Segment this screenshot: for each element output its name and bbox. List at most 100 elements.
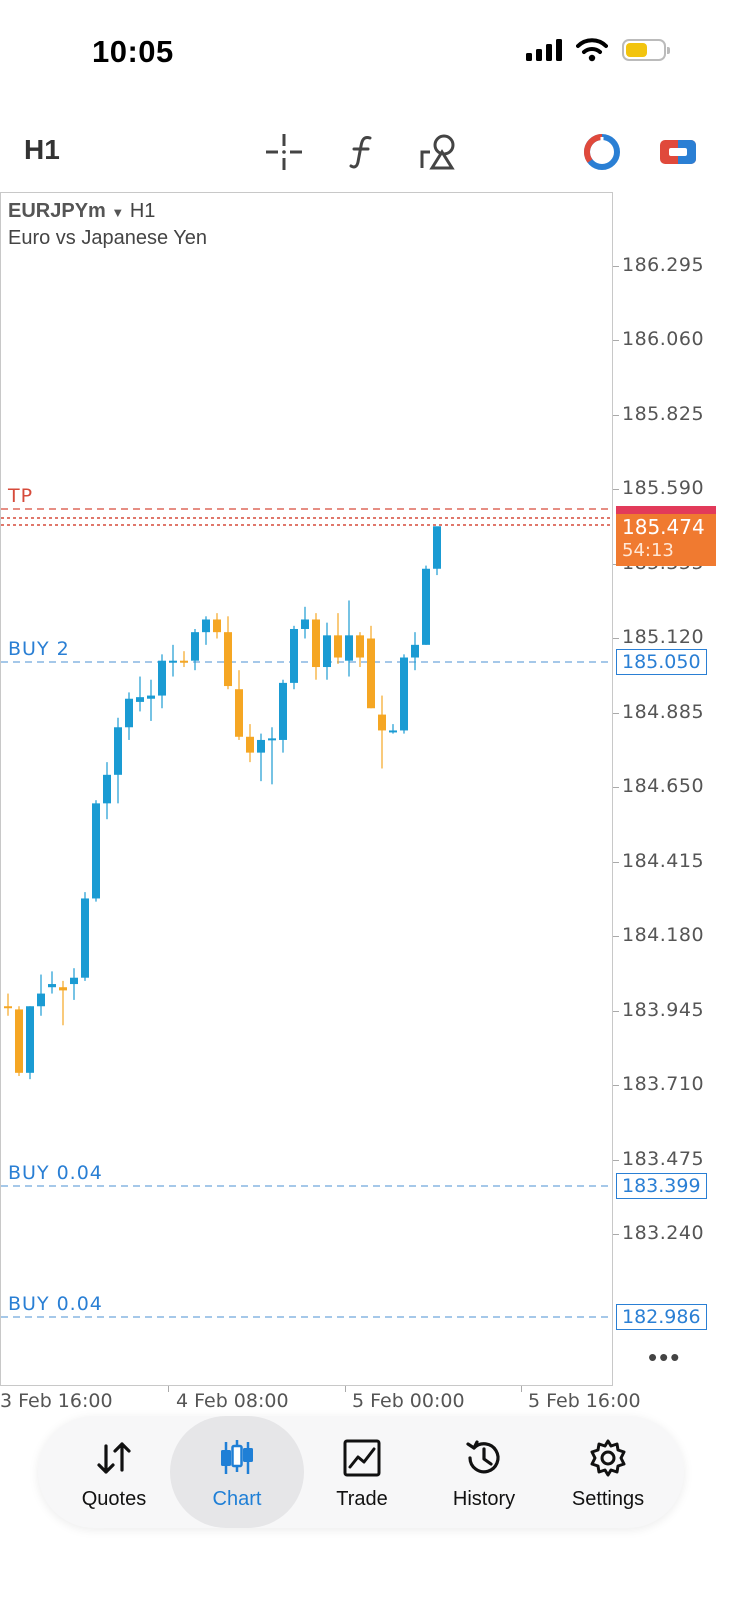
y-tick xyxy=(613,1234,619,1235)
buy-order-price: 183.399 xyxy=(616,1173,707,1199)
nav-label: Trade xyxy=(336,1488,388,1510)
candle xyxy=(422,565,430,645)
candle-body xyxy=(191,632,199,661)
candle-body xyxy=(202,619,210,633)
y-tick xyxy=(613,713,619,714)
one-click-trading-icon[interactable] xyxy=(580,130,624,174)
nav-settings[interactable]: Settings xyxy=(546,1416,670,1528)
candle xyxy=(92,800,100,902)
candle-body xyxy=(136,697,144,702)
y-label: 183.710 xyxy=(622,1073,705,1095)
x-label: 3 Feb 16:00 xyxy=(0,1390,113,1412)
y-tick xyxy=(613,1011,619,1012)
timeframe-button[interactable]: H1 xyxy=(24,134,60,165)
candle-body xyxy=(59,987,67,991)
buy-order-label[interactable]: BUY 0.04 xyxy=(8,1162,103,1184)
chart-area[interactable] xyxy=(0,192,613,1386)
candle xyxy=(301,606,309,639)
candle-body xyxy=(147,695,155,699)
buy-order-label[interactable]: BUY 2 xyxy=(8,638,70,660)
y-label: 184.885 xyxy=(622,701,705,723)
quotes-icon xyxy=(97,1442,131,1474)
candle-body xyxy=(81,898,89,978)
nav-quotes[interactable]: Quotes xyxy=(52,1416,176,1528)
candle-body xyxy=(356,635,364,658)
candle xyxy=(411,632,419,671)
candle xyxy=(268,727,276,785)
buy-order-label[interactable]: BUY 0.04 xyxy=(8,1293,103,1315)
candle xyxy=(169,644,177,677)
candle-body xyxy=(378,714,386,731)
candle xyxy=(367,625,375,709)
candle xyxy=(213,613,221,639)
candle-body xyxy=(345,635,353,661)
nav-chart[interactable]: Chart xyxy=(170,1416,304,1528)
candle xyxy=(202,616,210,645)
x-label: 5 Feb 00:00 xyxy=(352,1390,465,1412)
candle-body xyxy=(301,619,309,629)
crosshair-icon[interactable] xyxy=(262,130,306,174)
candle xyxy=(290,625,298,690)
candle xyxy=(334,613,342,664)
chevron-down-icon: ▼ xyxy=(111,205,125,220)
candle xyxy=(433,526,441,576)
indicators-icon[interactable] xyxy=(340,130,384,174)
candle-body xyxy=(92,803,100,899)
candle xyxy=(147,679,155,721)
candle-body xyxy=(180,660,188,663)
y-label: 185.120 xyxy=(622,626,705,648)
history-icon xyxy=(466,1440,500,1474)
candle-body xyxy=(323,635,331,668)
symbol-description: Euro vs Japanese Yen xyxy=(8,227,208,249)
y-tick xyxy=(613,787,619,788)
candle xyxy=(246,724,254,763)
candle-body xyxy=(103,774,111,804)
chart-toolbar: H1 xyxy=(0,120,738,180)
candle xyxy=(345,600,353,677)
candle xyxy=(378,695,386,769)
x-label: 4 Feb 08:00 xyxy=(176,1390,289,1412)
candle xyxy=(235,670,243,740)
symbol-name: EURJPYm xyxy=(8,200,106,222)
y-label: 186.295 xyxy=(622,254,705,276)
candle-body xyxy=(235,689,243,737)
nav-label: Chart xyxy=(212,1488,262,1510)
more-options-icon[interactable]: ••• xyxy=(648,1342,682,1372)
bid-price: 185.474 xyxy=(622,515,705,539)
objects-icon[interactable] xyxy=(416,130,460,174)
buy-order-price: 182.986 xyxy=(616,1304,707,1330)
candle-body xyxy=(213,619,221,633)
candle xyxy=(81,892,89,981)
x-label: 5 Feb 16:00 xyxy=(528,1390,641,1412)
battery-icon xyxy=(622,39,670,61)
candle xyxy=(389,724,397,734)
candle-body xyxy=(312,619,320,668)
bid-price-marker: 185.474 54:13 xyxy=(616,514,716,566)
y-tick xyxy=(613,266,619,267)
candle xyxy=(114,717,122,804)
candle-body xyxy=(48,984,56,988)
candle-body xyxy=(158,660,166,696)
status-time: 10:05 xyxy=(92,34,174,69)
tp-label[interactable]: TP xyxy=(8,485,34,507)
y-tick xyxy=(613,638,619,639)
nav-history[interactable]: History xyxy=(422,1416,546,1528)
settings-icon xyxy=(590,1439,626,1477)
candle-body xyxy=(433,526,441,569)
y-label: 184.180 xyxy=(622,924,705,946)
signal-icon xyxy=(526,39,562,61)
candle xyxy=(180,651,188,668)
candle xyxy=(70,968,78,1000)
nav-trade[interactable]: Trade xyxy=(300,1416,424,1528)
candle xyxy=(356,632,364,668)
candle-body xyxy=(15,1009,23,1073)
trade-panel-icon[interactable] xyxy=(656,130,700,174)
y-tick xyxy=(613,862,619,863)
candle xyxy=(191,628,199,671)
candle-body xyxy=(246,736,254,753)
y-tick xyxy=(613,340,619,341)
chart-timeframe: H1 xyxy=(129,200,156,222)
candle-body xyxy=(257,739,265,753)
candle-body xyxy=(70,977,78,985)
chart-symbol-title[interactable]: EURJPYm ▼ H1 xyxy=(8,200,155,223)
